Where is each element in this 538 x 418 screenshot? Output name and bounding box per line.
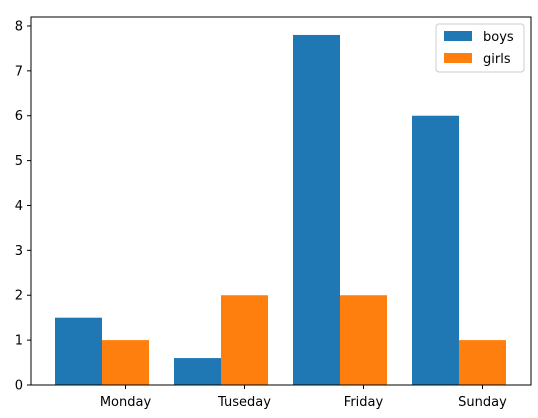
legend-label-girls: girls — [483, 52, 511, 67]
y-tick-label: 4 — [15, 199, 23, 214]
bar-girls-tuseday — [221, 295, 268, 385]
legend-label-boys: boys — [483, 30, 514, 45]
y-tick-label: 6 — [15, 109, 23, 124]
y-tick-label: 8 — [15, 19, 23, 34]
y-tick-label: 0 — [15, 379, 23, 394]
x-tick-label: Monday — [100, 395, 152, 410]
x-axis: Monday Tuseday Friday Sunday — [100, 385, 507, 410]
bar-boys-friday — [293, 34, 340, 385]
y-tick-label: 2 — [15, 289, 23, 304]
y-axis: 0 1 2 3 4 5 6 7 8 — [15, 19, 31, 394]
x-tick-label: Friday — [344, 395, 384, 410]
bars-group — [55, 34, 506, 386]
legend-swatch-girls — [444, 53, 472, 63]
bar-boys-tuseday — [174, 358, 221, 385]
y-tick-label: 5 — [15, 154, 23, 169]
legend-swatch-boys — [444, 31, 472, 41]
y-tick-label: 7 — [15, 64, 23, 79]
bar-boys-sunday — [412, 115, 459, 386]
y-tick-label: 1 — [15, 334, 23, 349]
x-tick-label: Sunday — [458, 395, 507, 410]
y-tick-label: 3 — [15, 244, 23, 259]
bar-girls-friday — [340, 295, 387, 385]
plot-frame — [30, 16, 532, 386]
bar-girls-monday — [102, 340, 149, 385]
bar-girls-sunday — [459, 340, 506, 385]
legend: boys girls — [435, 23, 525, 73]
x-tick-label: Tuseday — [217, 395, 271, 410]
bar-boys-monday — [55, 317, 102, 385]
